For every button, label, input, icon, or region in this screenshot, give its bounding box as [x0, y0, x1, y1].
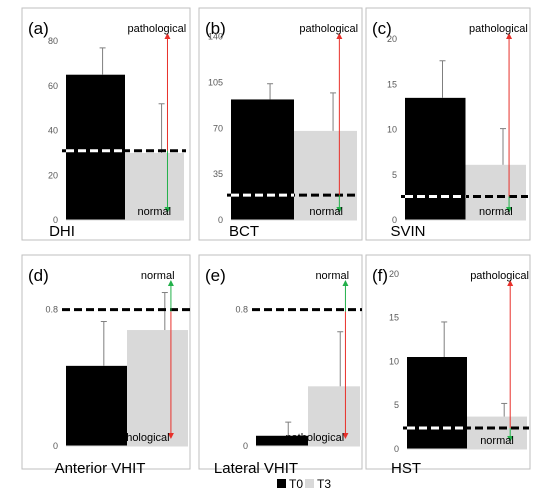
- top-annotation: pathological: [469, 23, 528, 35]
- y-tick-label: 0.8: [45, 305, 58, 315]
- panel-4: (d) 0 0.8 normal pathological Anterior VHIT: [21, 254, 191, 477]
- arrow-down-head: [342, 433, 349, 439]
- bar-t3: [127, 330, 188, 446]
- arrow-up-head: [164, 33, 171, 39]
- bar-t3: [125, 152, 184, 220]
- y-tick-label: 5: [394, 400, 399, 410]
- arrow-up-head: [507, 280, 514, 286]
- x-axis-label: DHI: [49, 223, 75, 240]
- bar-t0: [66, 74, 125, 221]
- arrow-down-head: [507, 436, 514, 442]
- panel-1: (a) 0 20 40 60 80 pathological normal DHI: [21, 7, 191, 241]
- legend-label-t0: T0: [289, 477, 303, 491]
- y-tick-label: 0: [218, 215, 223, 225]
- bar-t0: [66, 365, 127, 446]
- legend-swatch-t3: [305, 479, 314, 488]
- y-tick-label: 0: [53, 441, 58, 451]
- bottom-annotation: normal: [137, 206, 171, 218]
- y-tick-label: 0: [243, 441, 248, 451]
- y-tick-label: 140: [208, 32, 223, 42]
- arrow-down-head: [336, 207, 343, 213]
- y-tick-label: 70: [213, 123, 223, 133]
- legend: T0 T3: [277, 477, 331, 491]
- bar-t0: [256, 435, 308, 446]
- y-tick-label: 20: [48, 170, 58, 180]
- panel-5: (e) 0 0.8 normal pathological Lateral VHIT: [198, 254, 363, 477]
- legend-label-t3: T3: [317, 477, 331, 491]
- arrow-down-head: [167, 433, 174, 439]
- panel-label: (e): [205, 266, 226, 285]
- x-axis-label: Lateral VHIT: [214, 460, 298, 477]
- bar-t3: [294, 130, 357, 220]
- panel-2: (b) 0 35 70 105 140 pathological normal BCT: [198, 7, 363, 241]
- panel-label: (c): [372, 19, 392, 38]
- arrow-up-head: [336, 33, 343, 39]
- panel-frame: [21, 7, 191, 241]
- y-tick-label: 0: [392, 215, 397, 225]
- bottom-annotation: normal: [479, 206, 513, 218]
- panel-label: (a): [28, 19, 49, 38]
- arrow-up-head: [167, 280, 174, 286]
- top-annotation: pathological: [299, 23, 358, 35]
- x-axis-label: SVIN: [390, 223, 425, 240]
- panel-label: (b): [205, 19, 226, 38]
- bar-t0: [231, 99, 294, 220]
- panel-frame: [365, 7, 531, 241]
- panel-frame: [365, 254, 531, 470]
- legend-swatch-t0: [277, 479, 286, 488]
- top-annotation: pathological: [470, 270, 529, 282]
- y-tick-label: 15: [389, 313, 399, 323]
- bottom-annotation: normal: [309, 206, 343, 218]
- y-tick-label: 105: [208, 77, 223, 87]
- panels: (a) 0 20 40 60 80 pathological normal DHI (b) 0 35 7…: [21, 7, 531, 477]
- panel-frame: [21, 254, 191, 470]
- top-annotation: normal: [141, 270, 175, 282]
- x-axis-label: BCT: [229, 223, 259, 240]
- panel-frame: [198, 254, 363, 470]
- bar-t3: [308, 386, 360, 446]
- top-annotation: normal: [315, 270, 349, 282]
- bottom-annotation: pathological: [285, 432, 344, 444]
- y-tick-label: 35: [213, 169, 223, 179]
- y-tick-label: 40: [48, 126, 58, 136]
- y-tick-label: 0.8: [235, 305, 248, 315]
- arrow-down-head: [506, 207, 513, 213]
- y-tick-label: 5: [392, 170, 397, 180]
- bottom-annotation: normal: [480, 435, 514, 447]
- panel-3: (c) 0 5 10 15 20 pathological normal SVIN: [365, 7, 531, 241]
- panel-label: (d): [28, 266, 49, 285]
- bar-t3: [465, 164, 526, 220]
- y-tick-label: 10: [389, 356, 399, 366]
- bar-t3: [467, 416, 527, 449]
- panel-6: (f) 0 5 10 15 20 pathological normal HST: [365, 254, 531, 477]
- y-tick-label: 60: [48, 81, 58, 91]
- x-axis-label: Anterior VHIT: [55, 460, 146, 477]
- arrow-up-head: [506, 33, 513, 39]
- bar-t0: [407, 357, 467, 449]
- x-axis-label: HST: [391, 460, 421, 477]
- panel-frame: [198, 7, 363, 241]
- bar-t0: [405, 97, 466, 220]
- top-annotation: pathological: [127, 23, 186, 35]
- y-tick-label: 20: [387, 34, 397, 44]
- arrow-up-head: [342, 280, 349, 286]
- arrow-down-head: [164, 207, 171, 213]
- y-tick-label: 15: [387, 79, 397, 89]
- y-tick-label: 0: [394, 444, 399, 454]
- bottom-annotation: pathological: [111, 432, 170, 444]
- y-tick-label: 0: [53, 215, 58, 225]
- y-tick-label: 10: [387, 125, 397, 135]
- y-tick-label: 20: [389, 269, 399, 279]
- panel-label: (f): [372, 266, 388, 285]
- y-tick-label: 80: [48, 36, 58, 46]
